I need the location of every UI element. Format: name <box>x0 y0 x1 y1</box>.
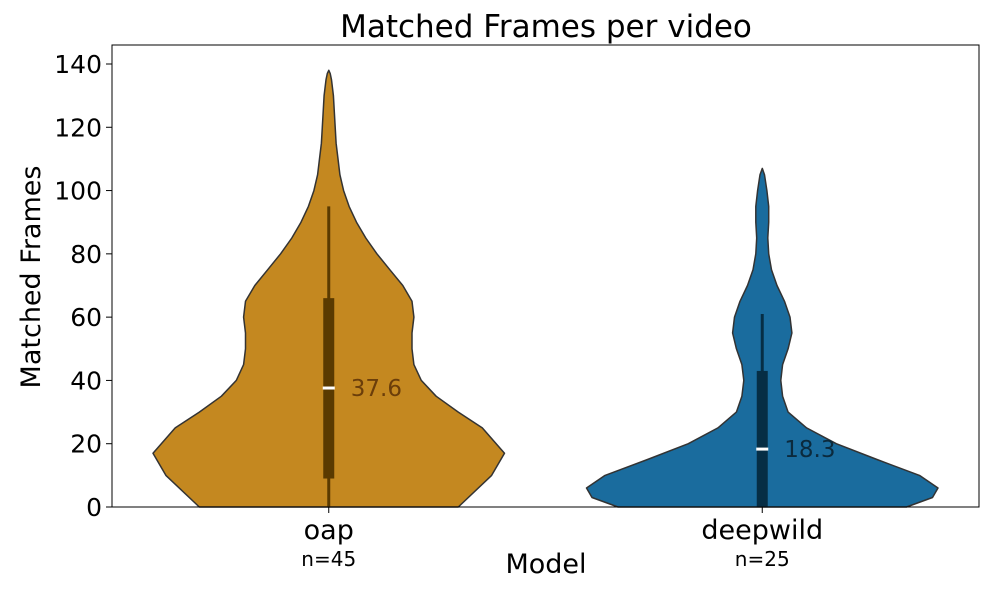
median-label-deepwild: 18.3 <box>784 437 835 463</box>
y-tick-label: 20 <box>70 430 102 459</box>
iqr-box-deepwild <box>756 370 768 507</box>
chart-title: Matched Frames per video <box>340 9 752 45</box>
y-tick-label: 80 <box>70 240 102 269</box>
y-tick-label: 100 <box>54 177 102 206</box>
x-tick-label-deepwild: deepwild <box>701 515 823 546</box>
y-axis-ticks: 0 20 40 60 80 100 120 140 <box>54 50 112 522</box>
median-label-oap: 37.6 <box>351 376 402 402</box>
y-axis-label: Matched Frames <box>16 166 47 389</box>
x-tick-label-oap: oap <box>304 515 354 546</box>
x-axis-ticks: oap deepwild <box>304 507 823 546</box>
count-label-oap: n=45 <box>301 547 356 571</box>
violins-layer: 37.6 n=45 18.3 n=25 <box>152 69 939 571</box>
y-tick-label: 120 <box>54 113 102 142</box>
y-tick-label: 140 <box>54 50 102 79</box>
y-tick-label: 0 <box>86 493 102 522</box>
x-axis-label: Model <box>505 549 586 580</box>
y-tick-label: 40 <box>70 366 102 395</box>
count-label-deepwild: n=25 <box>735 547 790 571</box>
plot-frame <box>111 44 980 508</box>
y-tick-label: 60 <box>70 303 102 332</box>
